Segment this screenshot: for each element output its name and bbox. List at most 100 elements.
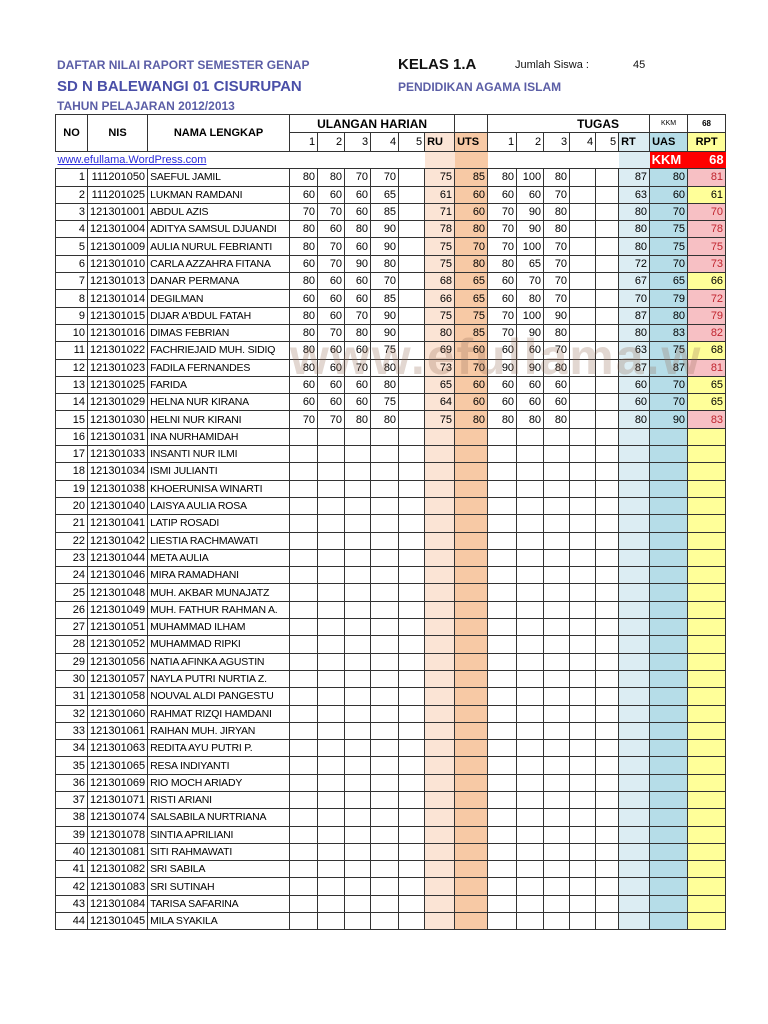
row-uts: 70 <box>454 237 489 256</box>
row-uh-5 <box>398 445 426 464</box>
row-tugas-1 <box>487 704 518 723</box>
row-name: ISMI JULIANTI <box>147 462 291 481</box>
row-uh-1 <box>289 877 319 896</box>
row-uh-4 <box>370 894 400 914</box>
row-uh-3: 70 <box>344 306 372 325</box>
row-uh-4 <box>370 600 400 620</box>
row-tugas-2: 100 <box>516 237 545 256</box>
row-rpt <box>687 773 727 792</box>
row-tugas-4 <box>569 687 597 706</box>
row-tugas-3 <box>543 618 571 637</box>
row-rt: 67 <box>618 272 651 291</box>
row-no: 3 <box>55 202 88 222</box>
row-tugas-2 <box>516 462 545 481</box>
row-tugas-3 <box>543 514 571 533</box>
row-nis: 121301082 <box>86 860 149 879</box>
row-uts <box>454 445 489 464</box>
row-uts: 85 <box>454 323 489 343</box>
row-tugas-1 <box>487 860 518 879</box>
row-ru: 73 <box>424 358 456 377</box>
row-nis: 111201025 <box>86 185 149 204</box>
row-tugas-4 <box>569 514 597 533</box>
row-tugas-1 <box>487 808 518 827</box>
row-uh-3 <box>344 669 372 689</box>
row-uts: 80 <box>454 220 489 239</box>
row-tugas-5 <box>595 168 620 187</box>
row-uts <box>454 669 489 689</box>
row-uh-4 <box>370 669 400 689</box>
row-uh-1 <box>289 514 319 533</box>
row-uh-2 <box>317 687 346 706</box>
row-uh-5 <box>398 462 426 481</box>
row-ru <box>424 721 456 741</box>
row-uh-3 <box>344 600 372 620</box>
row-tugas-3: 80 <box>543 323 571 343</box>
website-link[interactable]: www.efullama.WordPress.com <box>55 150 425 170</box>
row-uts <box>454 790 489 810</box>
row-tugas-1: 80 <box>487 410 518 429</box>
row-tugas-5 <box>595 220 620 239</box>
row-uh-3 <box>344 894 372 914</box>
row-tugas-2: 60 <box>516 375 545 395</box>
row-uts <box>454 721 489 741</box>
row-name: FARIDA <box>147 375 291 395</box>
row-uh-2 <box>317 825 346 844</box>
row-uts <box>454 496 489 516</box>
row-no: 36 <box>55 773 88 792</box>
row-nis: 121301023 <box>86 358 149 377</box>
row-tugas-1: 60 <box>487 185 518 204</box>
row-tugas-4 <box>569 825 597 844</box>
row-tugas-3 <box>543 669 571 689</box>
row-nis: 121301060 <box>86 704 149 723</box>
row-tugas-5 <box>595 237 620 256</box>
row-tugas-1 <box>487 669 518 689</box>
tugas-5: 5 <box>595 132 620 152</box>
row-uh-4 <box>370 583 400 602</box>
row-name: SINTIA APRILIANI <box>147 825 291 844</box>
group-tugas: TUGAS <box>487 114 651 133</box>
uh-4: 4 <box>370 132 400 152</box>
row-tugas-1: 80 <box>487 168 518 187</box>
row-uh-4: 70 <box>370 272 400 291</box>
row-name: RESA INDIYANTI <box>147 756 291 775</box>
row-uh-1 <box>289 790 319 810</box>
row-name: FADILA FERNANDES <box>147 358 291 377</box>
row-tugas-3 <box>543 739 571 758</box>
row-rt <box>618 583 651 602</box>
row-rpt: 65 <box>687 375 727 395</box>
row-tugas-3: 70 <box>543 341 571 360</box>
table-row: 23 121301044 META AULIA <box>55 548 727 568</box>
row-name: HELNA NUR KIRANA <box>147 393 291 412</box>
row-uh-5 <box>398 566 426 585</box>
row-tugas-4 <box>569 894 597 914</box>
row-rt <box>618 704 651 723</box>
row-no: 37 <box>55 790 88 810</box>
row-uh-3 <box>344 548 372 568</box>
row-uh-3 <box>344 912 372 931</box>
row-tugas-4 <box>569 237 597 256</box>
row-tugas-5 <box>595 306 620 325</box>
row-uts <box>454 583 489 602</box>
table-row: 11 121301022 FACHRIEJAID MUH. SIDIQ 80 60 60 7… <box>55 341 727 360</box>
row-uh-5 <box>398 393 426 412</box>
row-tugas-4 <box>569 808 597 827</box>
row-uh-3 <box>344 756 372 775</box>
row-ru <box>424 825 456 844</box>
row-rpt: 68 <box>687 341 727 360</box>
student-count-value: 45 <box>633 59 646 71</box>
row-uas <box>649 669 689 689</box>
row-no: 11 <box>55 341 88 360</box>
row-uas <box>649 687 689 706</box>
row-uh-5 <box>398 410 426 429</box>
row-uas <box>649 548 689 568</box>
row-nis: 121301051 <box>86 618 149 637</box>
row-tugas-5 <box>595 393 620 412</box>
row-rt <box>618 756 651 775</box>
row-uas <box>649 514 689 533</box>
table-row: 1 111201050 SAEFUL JAMIL 80 80 70 70 75 85 80 100 8… <box>55 168 727 187</box>
row-nis: 121301001 <box>86 202 149 222</box>
row-nis: 121301063 <box>86 739 149 758</box>
row-name: REDITA AYU PUTRI P. <box>147 739 291 758</box>
row-uas <box>649 566 689 585</box>
row-tugas-1 <box>487 635 518 654</box>
